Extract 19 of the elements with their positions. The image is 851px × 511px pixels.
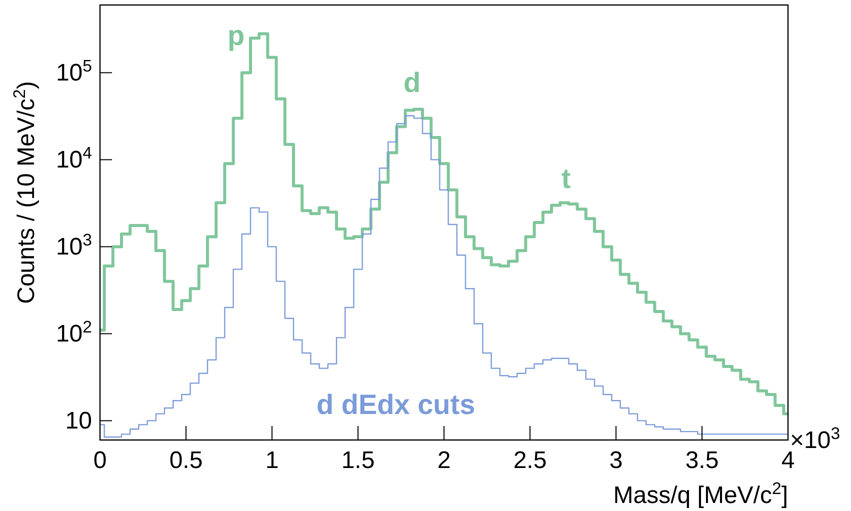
x-tick-label: 2.5 bbox=[513, 447, 547, 474]
x-tick-label: 3 bbox=[609, 447, 623, 474]
x-tick-label: 0 bbox=[93, 447, 107, 474]
x-tick-label: 0.5 bbox=[169, 447, 203, 474]
x-tick-label: 1 bbox=[265, 447, 279, 474]
y-tick-label: 10$^{5}$ bbox=[56, 56, 92, 87]
x-tick-label: 4 bbox=[781, 447, 795, 474]
y-tick-label: 10$^{4}$ bbox=[56, 143, 92, 174]
annotation: p bbox=[227, 20, 245, 51]
y-tick-label: 10$^{2}$ bbox=[56, 317, 92, 348]
series-label: d dEdx cuts bbox=[316, 388, 476, 420]
annotation: t bbox=[561, 162, 571, 194]
x-tick-label: 2 bbox=[437, 447, 451, 474]
y-tick-label: 10$^{3}$ bbox=[56, 230, 92, 261]
x-tick-label: 1.5 bbox=[341, 447, 375, 474]
x-tick-label: 3.5 bbox=[685, 447, 719, 474]
y-tick-label: 10 bbox=[65, 408, 92, 435]
x-axis-title: Mass/q [MeV/c$^{2}$] bbox=[613, 478, 788, 509]
annotation: d bbox=[403, 66, 421, 98]
